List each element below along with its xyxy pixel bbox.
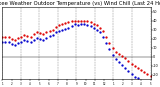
Title: Milwaukee Weather Outdoor Temperature (vs) Wind Chill (Last 24 Hours): Milwaukee Weather Outdoor Temperature (v… bbox=[0, 1, 160, 6]
